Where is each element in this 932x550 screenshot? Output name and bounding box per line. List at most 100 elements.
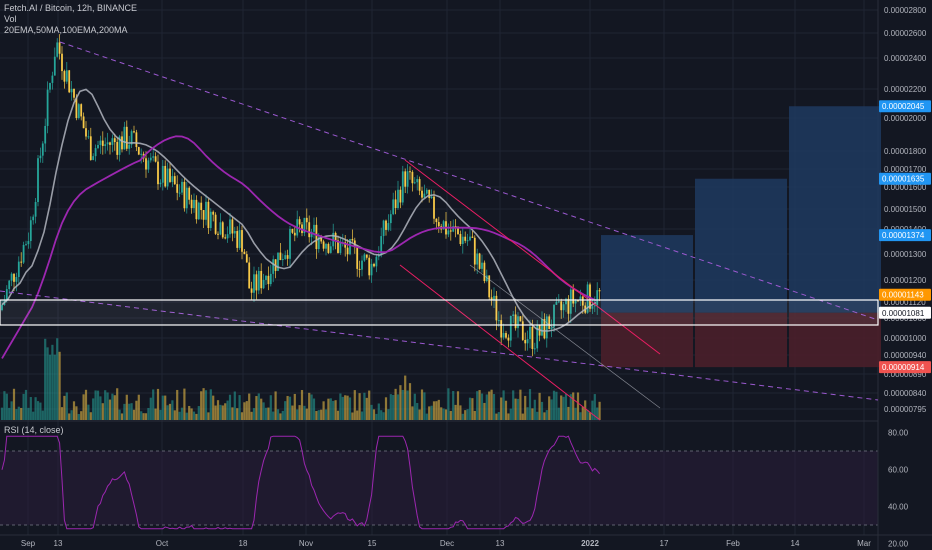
- candle-body: [365, 254, 368, 258]
- candle-body: [145, 158, 147, 170]
- volume-bar: [284, 401, 287, 420]
- volume-bar: [24, 389, 28, 420]
- volume-bar: [464, 410, 467, 420]
- volume-bar: [142, 413, 145, 420]
- position-stop-zone[interactable]: [695, 312, 787, 368]
- channel-upper-line[interactable]: [404, 159, 661, 355]
- volume-indicator-label[interactable]: Vol: [4, 14, 17, 24]
- candle-body: [593, 305, 596, 307]
- candle-body: [65, 70, 68, 82]
- volume-bar: [387, 409, 390, 420]
- candle-body: [433, 196, 435, 219]
- candle-body: [471, 236, 474, 238]
- candle-body: [579, 296, 582, 301]
- channel-mid-line[interactable]: [469, 264, 661, 409]
- rsi-legend[interactable]: RSI (14, close): [4, 425, 64, 435]
- time-tick-label: 14: [791, 539, 800, 548]
- symbol-title[interactable]: Fetch.AI / Bitcoin, 12h, BINANCE: [4, 3, 138, 13]
- rsi-tick-label: 40.00: [888, 503, 909, 512]
- candle-body: [37, 158, 39, 203]
- range-box[interactable]: [0, 299, 879, 326]
- candle-body: [574, 300, 577, 304]
- candle-body: [541, 319, 543, 336]
- candle-body: [387, 223, 390, 230]
- volume-bar: [144, 413, 148, 420]
- price-tick-label: 0.00002400: [884, 54, 927, 63]
- volume-bar: [344, 395, 347, 420]
- volume-bar: [598, 401, 601, 420]
- volume-bar: [310, 394, 313, 420]
- volume-bar: [200, 391, 203, 420]
- candle-body: [397, 189, 399, 209]
- candle-body: [459, 234, 462, 245]
- volume-bar: [89, 412, 92, 420]
- candle-body: [435, 218, 438, 223]
- volume-bar: [125, 394, 128, 420]
- candle-body: [567, 298, 570, 314]
- candle-body: [560, 301, 563, 311]
- volume-bar: [432, 401, 436, 420]
- volume-bar: [82, 394, 85, 420]
- volume-bar: [152, 389, 155, 420]
- candle-body: [173, 176, 176, 185]
- candle-body: [413, 182, 416, 184]
- volume-bar: [272, 411, 275, 420]
- candle-body: [505, 333, 507, 338]
- candle-body: [565, 298, 567, 305]
- volume-bar: [204, 390, 208, 420]
- candle-body: [327, 243, 330, 253]
- candle-body: [164, 165, 167, 187]
- position-target-zone[interactable]: [789, 106, 881, 313]
- volume-bar: [255, 396, 258, 420]
- volume-bar: [104, 390, 107, 420]
- candle-body: [406, 171, 409, 187]
- candle-body: [569, 289, 572, 314]
- volume-bar: [291, 405, 294, 420]
- time-tick-label: Sep: [21, 539, 36, 548]
- candle-body: [497, 320, 500, 322]
- channel-lower-line[interactable]: [399, 264, 601, 421]
- candle-body: [428, 189, 431, 199]
- position-stop-zone[interactable]: [601, 312, 693, 368]
- position-stop-zone[interactable]: [789, 312, 881, 368]
- candle-body: [147, 160, 150, 170]
- candle-body: [502, 333, 505, 338]
- position-boxes[interactable]: [601, 106, 881, 368]
- volume-bar: [401, 389, 404, 420]
- volume-bar: [3, 391, 6, 420]
- volume-bar: [308, 392, 311, 420]
- volume-bar: [514, 398, 517, 420]
- ma-indicator-label[interactable]: 20EMA,50MA,100EMA,200MA: [4, 25, 128, 35]
- volume-bar: [336, 410, 340, 420]
- price-label-tag: [879, 288, 931, 301]
- volume-bar: [44, 338, 47, 420]
- volume-bar: [183, 388, 186, 420]
- volume-bar: [22, 393, 25, 420]
- volume-bar: [41, 410, 44, 420]
- volume-bar: [166, 405, 169, 420]
- candle-body: [483, 262, 486, 282]
- volume-bar: [485, 394, 488, 420]
- candle-body: [421, 190, 423, 198]
- volume-bar: [34, 397, 37, 420]
- volume-bar: [581, 406, 584, 420]
- lower-dashed-trendline[interactable]: [0, 290, 879, 401]
- candle-body: [73, 88, 75, 98]
- candle-body: [291, 228, 294, 233]
- candle-body: [70, 88, 73, 93]
- candle-body: [349, 238, 351, 255]
- rsi-tick-label: 60.00: [888, 466, 909, 475]
- candle-body: [130, 131, 133, 145]
- volume-bar: [276, 409, 280, 420]
- volume-bar: [171, 400, 174, 420]
- volume-bar: [408, 383, 412, 420]
- candle-body: [577, 300, 579, 302]
- candle-body: [375, 256, 378, 267]
- volume-bar: [75, 406, 78, 420]
- volume-bar: [502, 390, 505, 420]
- candle-body: [207, 201, 210, 229]
- candle-body: [94, 148, 97, 157]
- position-target-zone[interactable]: [695, 178, 787, 313]
- candle-body: [188, 187, 191, 200]
